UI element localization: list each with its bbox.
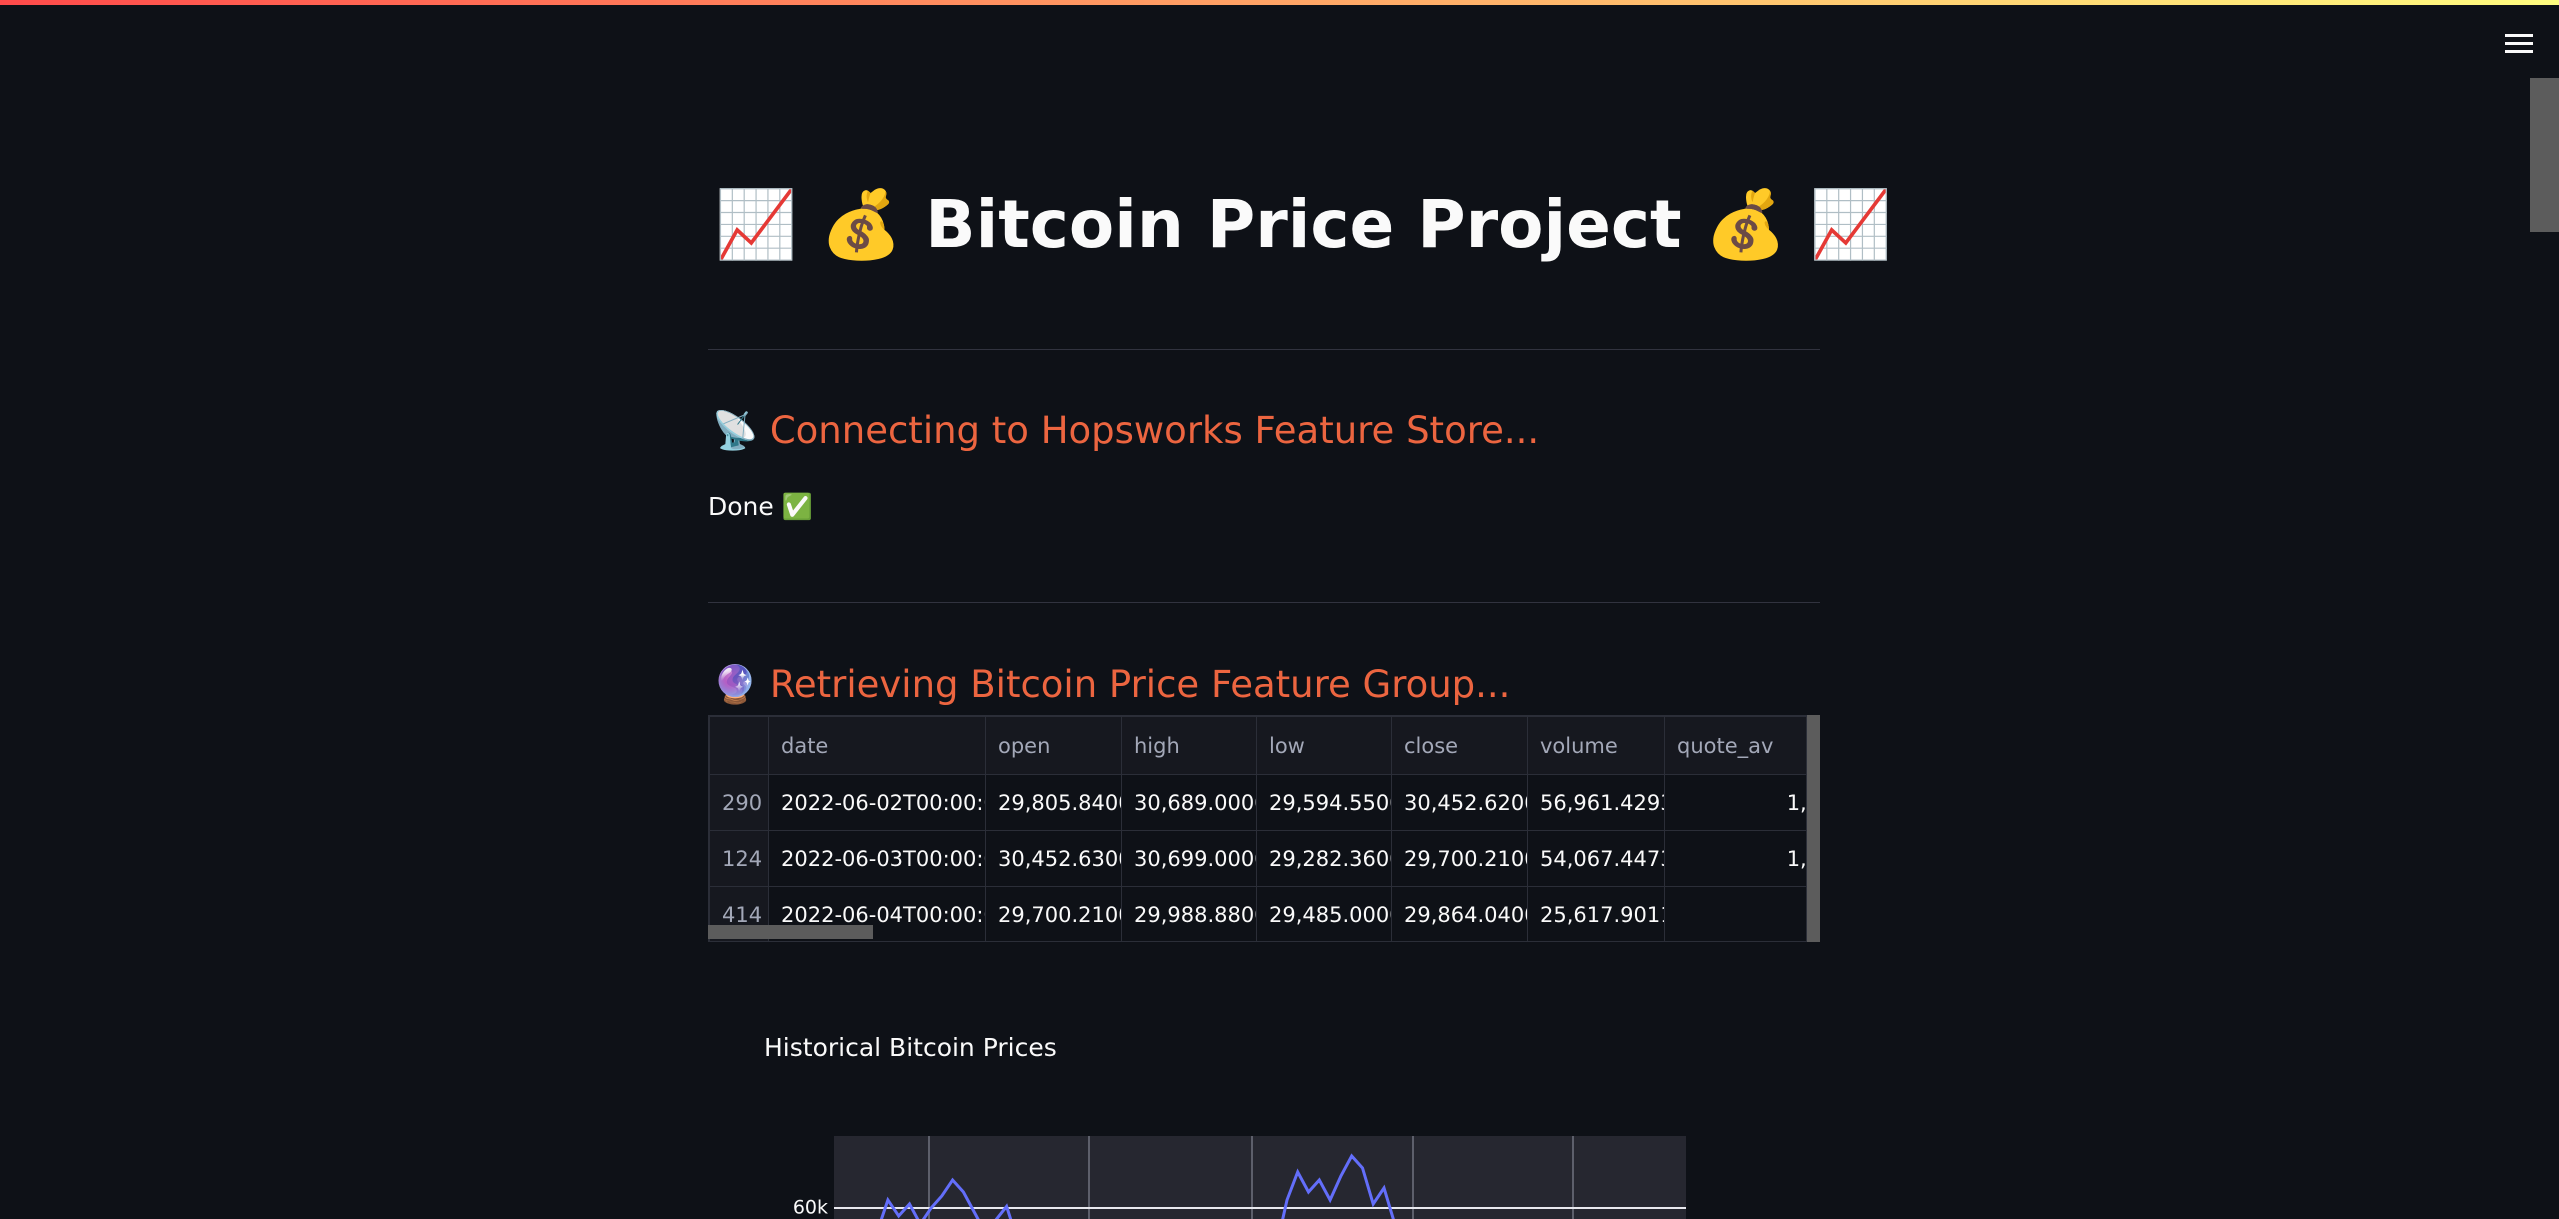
section-heading: 📡 Connecting to Hopsworks Feature Store.… — [712, 409, 1540, 452]
table-cell: 29,594.5500 — [1256, 774, 1392, 831]
table-cell: 30,452.6300 — [985, 830, 1122, 887]
column-header: quote_av — [1664, 716, 1806, 775]
divider — [708, 602, 1820, 603]
plot-area — [834, 1136, 1686, 1219]
decoration-bar — [0, 0, 2559, 5]
chart-title: Historical Bitcoin Prices — [764, 1033, 1057, 1062]
column-header: close — [1391, 716, 1528, 775]
row-index: 290 — [709, 774, 769, 831]
table-row: 1242022-06-03T00:00:0030,452.630030,699.… — [709, 830, 1806, 887]
y-tick-label: 60k — [793, 1197, 828, 1219]
table-cell: 29,485.0000 — [1256, 886, 1392, 941]
table-row: 2902022-06-02T00:00:0029,805.840030,689.… — [709, 774, 1806, 831]
column-header: date — [768, 716, 986, 775]
page-scrollbar[interactable] — [2530, 78, 2559, 232]
page-title: 📈 💰 Bitcoin Price Project 💰 📈 — [715, 186, 1892, 263]
menu-button[interactable] — [2505, 34, 2533, 56]
dataframe[interactable]: date open high low close volume quote_av 290 20… — [708, 715, 1807, 942]
column-header: volume — [1527, 716, 1665, 775]
section-heading: 🔮 Retrieving Bitcoin Price Feature Group… — [712, 663, 1511, 706]
table-cell: 760,874,329. — [1664, 886, 1806, 941]
divider — [708, 349, 1820, 350]
table-cell: 25,617.9011 — [1527, 886, 1665, 941]
table-cell: 29,805.8400 — [985, 774, 1122, 831]
table-cell: 2022-06-03T00:00:00 — [768, 830, 986, 887]
table-cell: 1,615,616,950. — [1664, 830, 1806, 887]
table-cell: 30,699.0000 — [1121, 830, 1257, 887]
table-scrollbar[interactable] — [708, 925, 873, 939]
table-cell: 29,700.2100 — [1391, 830, 1528, 887]
data-table: date open high low close volume quote_av 290 20… — [709, 716, 1806, 941]
table-cell: 56,961.4293 — [1527, 774, 1665, 831]
column-header: open — [985, 716, 1122, 775]
column-header: high — [1121, 716, 1257, 775]
price-line — [879, 1153, 1395, 1219]
table-cell: 29,700.2100 — [985, 886, 1122, 941]
table-scrollbar[interactable] — [1807, 715, 1820, 942]
status-text: Done ✅ — [708, 492, 813, 521]
